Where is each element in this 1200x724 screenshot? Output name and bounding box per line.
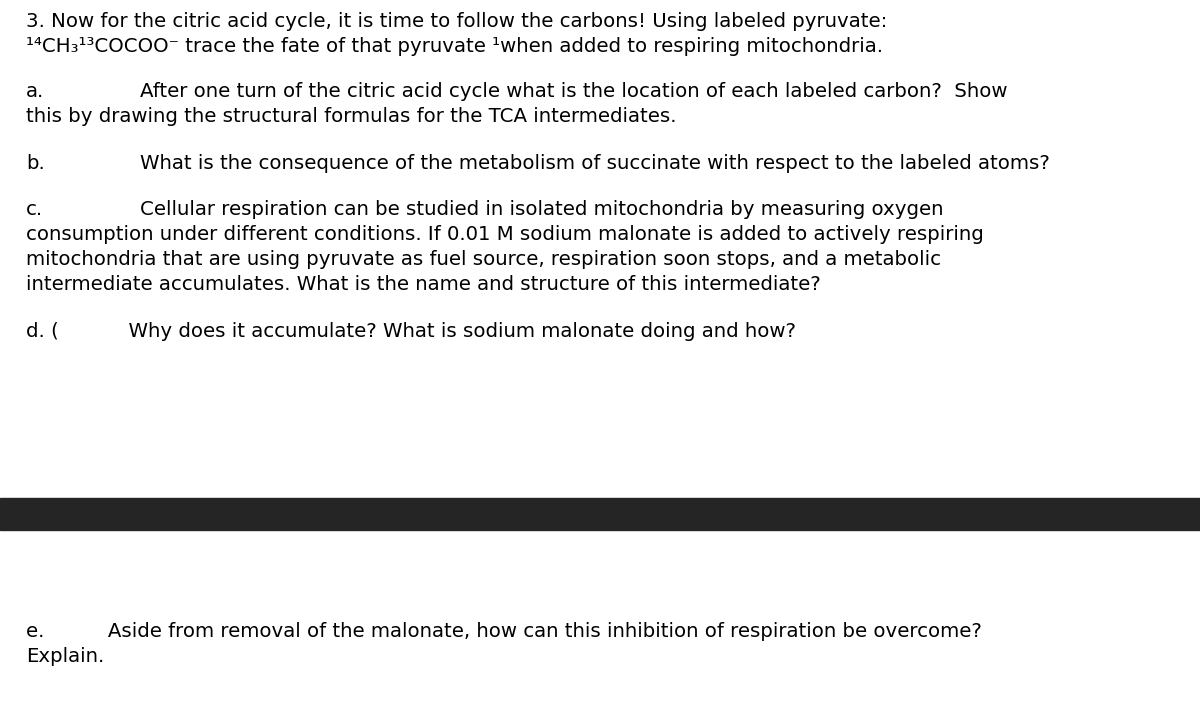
Text: mitochondria that are using pyruvate as fuel source, respiration soon stops, and: mitochondria that are using pyruvate as …	[26, 250, 941, 269]
Text: this by drawing the structural formulas for the TCA intermediates.: this by drawing the structural formulas …	[26, 107, 677, 126]
Text: 3. Now for the citric acid cycle, it is time to follow the carbons! Using labele: 3. Now for the citric acid cycle, it is …	[26, 12, 887, 31]
Text: ¹⁴CH₃¹³COCOO⁻ trace the fate of that pyruvate ¹when added to respiring mitochond: ¹⁴CH₃¹³COCOO⁻ trace the fate of that pyr…	[26, 37, 883, 56]
Bar	[0, 498, 1200, 530]
Text: Explain.: Explain.	[26, 647, 104, 666]
Text: Cellular respiration can be studied in isolated mitochondria by measuring oxygen: Cellular respiration can be studied in i…	[140, 200, 943, 219]
Text: After one turn of the citric acid cycle what is the location of each labeled car: After one turn of the citric acid cycle …	[140, 82, 1008, 101]
Text: c.: c.	[26, 200, 43, 219]
Text: a.: a.	[26, 82, 44, 101]
Text: d. (         Why does it accumulate? What is sodium malonate doing and how?: d. ( Why does it accumulate? What is sod…	[26, 322, 796, 341]
Text: consumption under different conditions. If 0.01 M sodium malonate is added to ac: consumption under different conditions. …	[26, 225, 984, 244]
Text: intermediate accumulates. What is the name and structure of this intermediate?: intermediate accumulates. What is the na…	[26, 275, 821, 294]
Text: b.: b.	[26, 154, 44, 173]
Text: What is the consequence of the metabolism of succinate with respect to the label: What is the consequence of the metabolis…	[140, 154, 1050, 173]
Text: e.        Aside from removal of the malonate, how can this inhibition of respira: e. Aside from removal of the malonate, h…	[26, 622, 982, 641]
